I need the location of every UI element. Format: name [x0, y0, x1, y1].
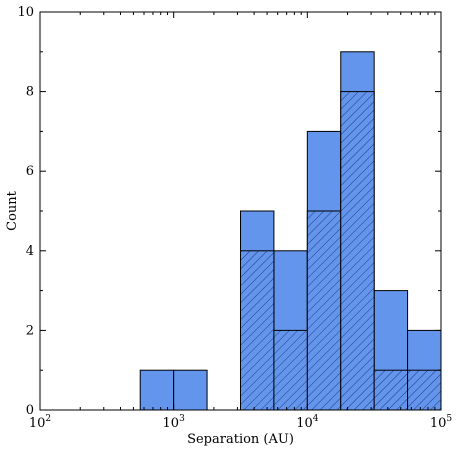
y-tick-label: 2: [26, 323, 34, 338]
x-tick-label: 103: [163, 414, 186, 431]
y-tick-label: 10: [17, 5, 34, 20]
hatched-bar-4: [273, 329, 308, 411]
hatched-bar-7: [373, 369, 409, 411]
y-tick-label: 6: [26, 164, 34, 179]
bar-1: [173, 369, 208, 411]
plot-frame: [39, 11, 442, 411]
hatched-bar-8: [407, 369, 442, 411]
x-tick-label: 105: [430, 414, 453, 431]
x-tick-label: 104: [296, 414, 319, 431]
y-tick-label: 0: [26, 403, 34, 418]
y-tick-label: 8: [26, 85, 34, 100]
hatched-bar-6: [340, 91, 375, 411]
hatched-bar-3: [239, 250, 275, 411]
y-tick-label: 4: [26, 244, 34, 259]
y-axis-title: Count: [5, 190, 20, 231]
x-tick-label: 102: [29, 414, 51, 431]
hatched-bar-5: [306, 210, 342, 411]
bars-group: [139, 51, 442, 411]
bar-0: [139, 369, 175, 411]
x-axis-title: Separation (AU): [187, 432, 294, 447]
